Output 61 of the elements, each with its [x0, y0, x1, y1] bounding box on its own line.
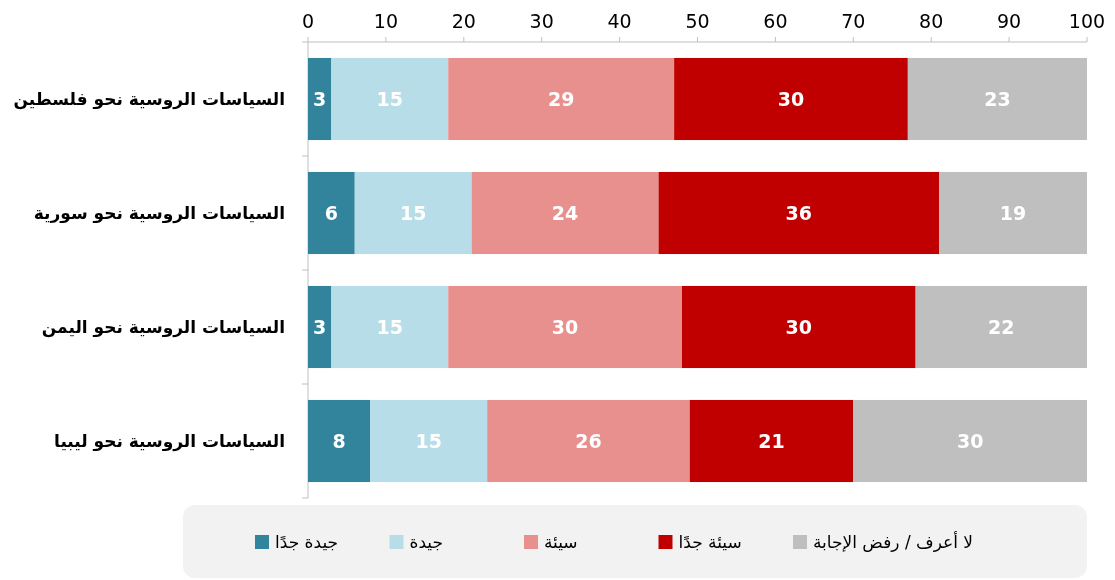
x-tick-label: 40 [607, 10, 632, 32]
data-label: 30 [551, 316, 579, 338]
legend-label: سيئة [544, 532, 578, 552]
bar [331, 285, 449, 369]
bar [907, 57, 1087, 141]
x-tick-label: 20 [451, 10, 476, 32]
data-label: 26 [575, 430, 602, 452]
bar [370, 399, 488, 483]
data-label: 30 [956, 430, 984, 452]
y-tick-label: السياسات الروسية نحو سورية [33, 203, 285, 224]
bar [471, 171, 659, 255]
bar [354, 171, 472, 255]
bar [689, 399, 854, 483]
data-label: 30 [785, 316, 812, 338]
data-label: 21 [758, 430, 785, 452]
data-label: 22 [988, 316, 1015, 338]
bar [308, 399, 371, 483]
x-tick-label: 10 [373, 10, 398, 32]
x-tick-label: 70 [841, 10, 866, 32]
data-label: 15 [376, 88, 404, 110]
y-tick-label: السياسات الروسية نحو اليمن [41, 317, 285, 338]
bar [487, 399, 690, 483]
bar [448, 57, 675, 141]
y-tick-label: السياسات الروسية نحو فلسطين [13, 89, 285, 110]
data-label: 15 [399, 202, 427, 224]
bar [331, 57, 449, 141]
x-tick-label: 60 [763, 10, 788, 32]
bar [448, 285, 682, 369]
data-label: 8 [332, 430, 346, 452]
x-tick-label: 30 [529, 10, 554, 32]
x-tick-label: 90 [997, 10, 1022, 32]
bar [915, 285, 1087, 369]
bar [674, 57, 908, 141]
y-tick-label: السياسات الروسية نحو ليبيا [54, 431, 285, 452]
bar [853, 399, 1087, 483]
data-label: 6 [324, 202, 338, 224]
x-tick-label: 50 [685, 10, 710, 32]
data-label: 29 [547, 88, 575, 110]
x-tick-label: 0 [301, 10, 315, 32]
bar [658, 171, 939, 255]
data-label: 15 [415, 430, 442, 452]
legend-label: جيدة [409, 532, 443, 552]
data-label: 19 [999, 202, 1027, 224]
data-label: 3 [313, 316, 327, 338]
bar [681, 285, 916, 369]
legend-label: جيدة جدًا [275, 532, 339, 552]
data-label: 30 [777, 88, 805, 110]
bar [308, 57, 332, 141]
bar [308, 285, 332, 369]
bar [938, 171, 1087, 255]
data-label: 24 [551, 202, 579, 224]
bar [308, 171, 355, 255]
x-tick-label: 80 [919, 10, 944, 32]
سيئة: 29 24 30 26 [448, 57, 690, 483]
legend-label: سيئة جدًا [678, 532, 742, 552]
data-label: 23 [984, 88, 1011, 110]
x-tick-label: 100 [1068, 10, 1106, 32]
data-label: 15 [376, 316, 404, 338]
data-label: 3 [313, 88, 327, 110]
legend-label: لا أعرف / رفض الإجابة [813, 531, 974, 552]
data-label: 36 [785, 202, 812, 224]
